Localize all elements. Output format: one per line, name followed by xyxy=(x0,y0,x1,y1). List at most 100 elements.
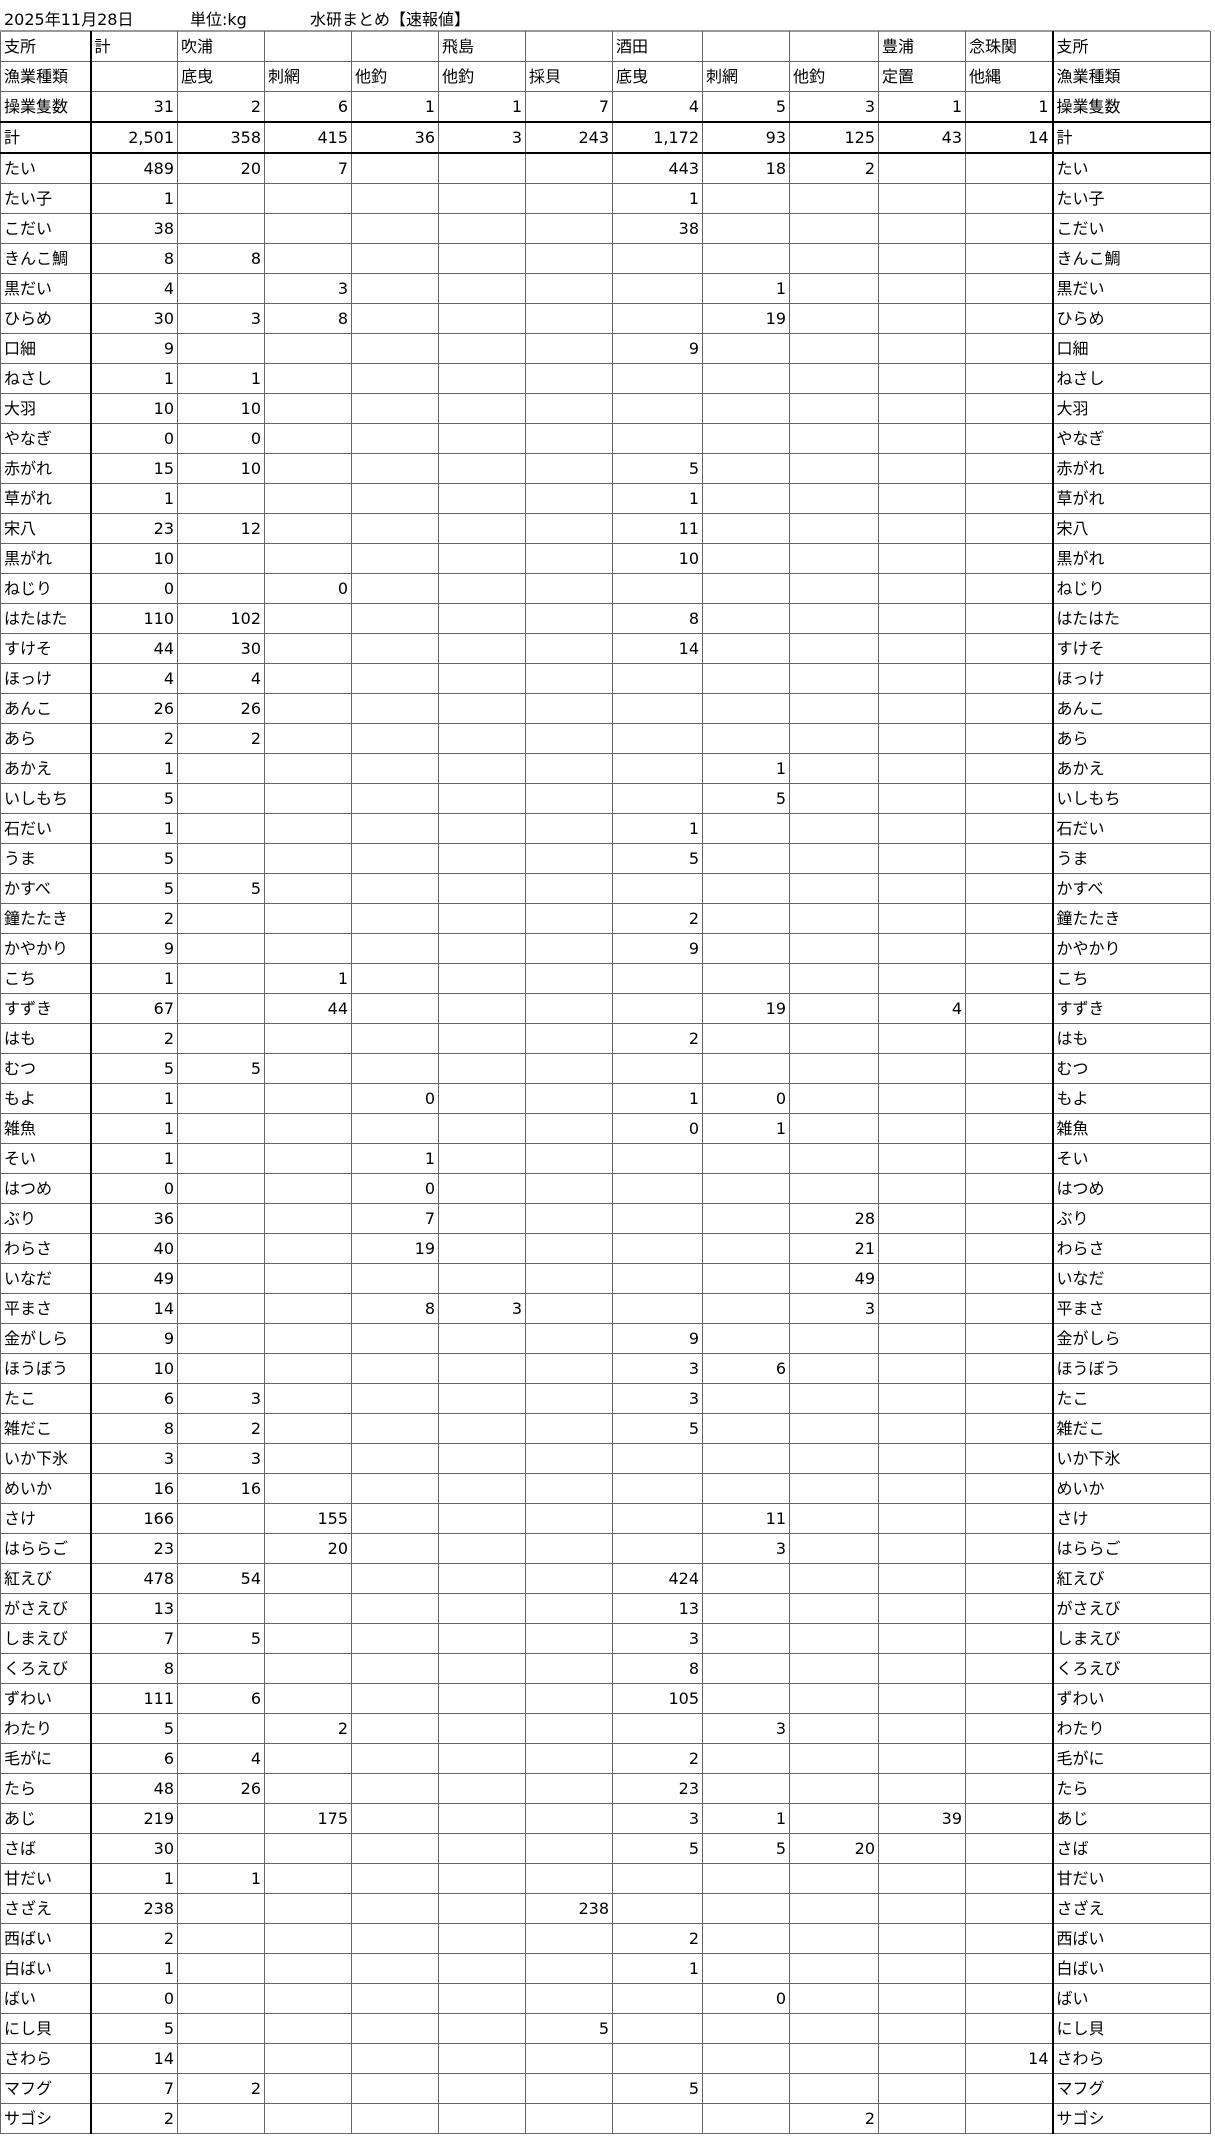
table-cell xyxy=(351,1563,439,1594)
table-cell xyxy=(351,513,439,544)
table-cell xyxy=(965,633,1053,664)
table-cell xyxy=(965,152,1053,184)
table-row: わたり 5 2 3 わたり xyxy=(0,1713,1211,1744)
table-cell xyxy=(351,693,439,724)
table-cell: たこ xyxy=(0,1383,92,1414)
table-cell: 238 xyxy=(90,1893,178,1924)
table-cell xyxy=(438,273,526,304)
table-cell xyxy=(878,1623,966,1654)
table-cell: 3 xyxy=(438,121,526,154)
table-cell: もよ xyxy=(0,1083,92,1114)
table-cell xyxy=(789,213,879,244)
table-cell: たい子 xyxy=(1051,183,1211,214)
table-row: ほっけ 4 4 ほっけ xyxy=(0,663,1211,694)
table-row: 黒だい 4 3 1 黒だい xyxy=(0,273,1211,304)
table-cell: ねじり xyxy=(1051,573,1211,604)
table-cell xyxy=(878,2073,966,2104)
table-cell xyxy=(264,813,352,844)
table-cell xyxy=(264,2103,352,2134)
table-cell xyxy=(525,753,613,784)
table-cell xyxy=(878,1233,966,1264)
table-cell xyxy=(878,333,966,364)
table-cell xyxy=(351,633,439,664)
table-cell: 1 xyxy=(612,183,703,214)
table-cell xyxy=(351,1803,439,1834)
table-cell xyxy=(525,1743,613,1774)
table-cell xyxy=(878,573,966,604)
table-cell xyxy=(878,1833,966,1864)
table-cell xyxy=(965,1833,1053,1864)
table-cell: むつ xyxy=(0,1053,92,1084)
table-cell: 13 xyxy=(612,1593,703,1624)
table-cell xyxy=(878,303,966,334)
table-cell xyxy=(878,723,966,754)
table-cell xyxy=(965,1983,1053,2014)
table-cell: さわら xyxy=(1051,2043,1211,2074)
table-cell xyxy=(264,1263,352,1294)
table-cell: ひらめ xyxy=(1051,303,1211,334)
table-cell xyxy=(878,1293,966,1324)
table-cell xyxy=(90,61,178,92)
table-cell xyxy=(438,1923,526,1954)
table-cell xyxy=(789,1803,879,1834)
table-cell: 10 xyxy=(612,543,703,574)
table-row: 草がれ 1 1 草がれ xyxy=(0,483,1211,514)
table-cell: 2,501 xyxy=(90,121,178,154)
table-cell xyxy=(965,723,1053,754)
table-cell xyxy=(789,843,879,874)
table-cell: 5 xyxy=(612,2073,703,2104)
table-cell: 14 xyxy=(965,2043,1053,2074)
table-row: やなぎ 0 0 やなぎ xyxy=(0,423,1211,454)
table-cell: 1 xyxy=(177,1863,265,1894)
table-cell xyxy=(264,753,352,784)
table-cell xyxy=(702,633,790,664)
table-cell xyxy=(438,1653,526,1684)
table-cell: わらさ xyxy=(0,1233,92,1264)
table-cell xyxy=(525,1413,613,1444)
table-cell: わたり xyxy=(0,1713,92,1744)
table-cell: 2 xyxy=(90,2103,178,2134)
table-cell xyxy=(612,723,703,754)
table-cell xyxy=(525,1803,613,1834)
table-cell xyxy=(702,1683,790,1714)
table-cell: 2 xyxy=(789,152,879,184)
table-cell xyxy=(351,363,439,394)
table-cell xyxy=(965,1083,1053,1114)
table-cell: たら xyxy=(0,1773,92,1804)
table-cell xyxy=(351,663,439,694)
table-cell xyxy=(177,183,265,214)
table-cell xyxy=(438,1563,526,1594)
table-cell: もよ xyxy=(1051,1083,1211,1114)
table-cell: 5 xyxy=(177,1053,265,1084)
table-cell: 14 xyxy=(612,633,703,664)
table-cell: 4 xyxy=(90,273,178,304)
table-cell xyxy=(789,483,879,514)
table-cell: 念珠関 xyxy=(965,31,1053,62)
table-cell xyxy=(789,633,879,664)
table-cell: 支所 xyxy=(1051,31,1211,62)
table-row: 石だい 1 1 石だい xyxy=(0,813,1211,844)
table-cell xyxy=(438,1113,526,1144)
table-cell xyxy=(965,933,1053,964)
table-cell xyxy=(177,1263,265,1294)
table-cell xyxy=(438,2103,526,2134)
table-cell xyxy=(351,813,439,844)
table-cell xyxy=(525,1113,613,1144)
table-cell: 8 xyxy=(351,1293,439,1324)
table-cell xyxy=(264,483,352,514)
table-cell xyxy=(264,1083,352,1114)
table-cell: かやかり xyxy=(1051,933,1211,964)
table-cell xyxy=(525,303,613,334)
table-cell xyxy=(878,543,966,574)
table-cell: 110 xyxy=(90,603,178,634)
table-cell xyxy=(525,1623,613,1654)
table-cell xyxy=(878,693,966,724)
table-cell xyxy=(965,1383,1053,1414)
table-cell xyxy=(438,1323,526,1354)
table-cell: 5 xyxy=(702,783,790,814)
table-cell: やなぎ xyxy=(0,423,92,454)
table-cell xyxy=(878,1713,966,1744)
table-cell xyxy=(438,333,526,364)
table-cell: 424 xyxy=(612,1563,703,1594)
table-cell: 4 xyxy=(177,663,265,694)
